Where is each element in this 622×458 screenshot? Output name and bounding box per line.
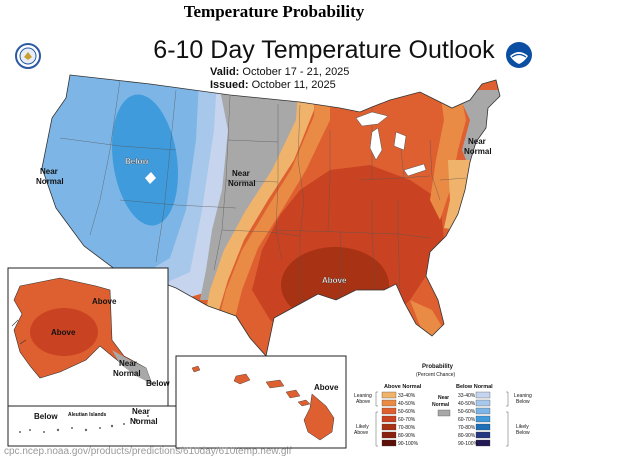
valid-value: October 17 - 21, 2025 [242, 66, 350, 78]
lake-michigan-icon [369, 127, 383, 161]
valid-label: Valid: [210, 66, 240, 78]
legend-leaning-below-1: Leaning [514, 393, 532, 399]
legend-below-swatch-6 [475, 439, 491, 447]
issued-value: October 11, 2025 [251, 79, 336, 91]
legend-likely-below-1: Likely [516, 424, 529, 430]
legend-title-1: Probability [422, 364, 454, 370]
legend-below-range-1: 40-50% [458, 401, 476, 407]
legend-above-range-0: 33-40% [398, 393, 416, 399]
legend-leaning-below-2: Below [516, 399, 530, 405]
legend-above-range-1: 40-50% [398, 401, 416, 407]
page-title: Temperature Probability [183, 2, 365, 21]
legend-above-range-6: 90-100% [398, 441, 419, 447]
legend-above-range-4: 70-80% [398, 425, 416, 431]
legend-below-swatch-5 [475, 431, 491, 439]
alaska-inset: Above Above Near Normal Below [7, 267, 170, 407]
legend-above-range-5: 80-90% [398, 433, 416, 439]
legend-near-swatch [437, 409, 451, 417]
legend-below-swatch-2 [475, 407, 491, 415]
label-near-normal-ne-1: Near [468, 137, 486, 146]
legend-below-swatch-4 [475, 423, 491, 431]
label-aleutian-islands: Aleutian Islands [68, 412, 107, 418]
label-aleutian-near-normal-2: Normal [130, 417, 158, 426]
legend-likely-above-2: Above [354, 430, 368, 436]
doc-seal-icon [15, 43, 41, 69]
legend-near-header-1: Near [438, 395, 449, 401]
lake-superior-icon [355, 111, 389, 127]
legend-below-header: Below Normal [456, 384, 493, 390]
legend-below-swatch-1 [475, 399, 491, 407]
label-near-normal-ne-2: Normal [464, 147, 492, 156]
legend-above-swatch-1 [381, 399, 397, 407]
legend-below-swatch-0 [475, 391, 491, 399]
legend-above-swatch-5 [381, 431, 397, 439]
legend-likely-above-1: Likely [356, 424, 369, 430]
conus-map [41, 74, 501, 357]
label-alaska-below: Below [146, 379, 170, 388]
label-alaska-near-normal-1: Near [119, 359, 137, 368]
issued-label: Issued: [210, 79, 249, 91]
label-hawaii-above: Above [314, 383, 339, 392]
label-alaska-above-1: Above [92, 297, 117, 306]
legend-below-range-4: 70-80% [458, 425, 476, 431]
aleutian-inset: Below Aleutian Islands Near Normal [7, 405, 177, 447]
label-near-normal-plains-1: Near [232, 169, 250, 178]
legend-below-range-6: 90-100% [458, 441, 479, 447]
footer-url: cpc.ncep.noaa.gov/products/predictions/6… [4, 446, 292, 457]
legend-near-header-2: Normal [432, 402, 450, 408]
legend-title-2: (Percent Chance) [416, 372, 456, 378]
legend-below-range-5: 80-90% [458, 433, 476, 439]
legend-below-range-3: 60-70% [458, 417, 476, 423]
legend-above-swatch-6 [381, 439, 397, 447]
legend-below-range-2: 50-60% [458, 409, 476, 415]
issued-date: Issued: October 11, 2025 [210, 79, 336, 91]
legend-above-swatch-2 [381, 407, 397, 415]
legend-below-bins: 33-40% 40-50% 50-60% 60-70% 70-80% 80-90% 90-1… [458, 391, 491, 447]
label-aleutian-near-normal-1: Near [132, 407, 150, 416]
legend-below-range-0: 33-40% [458, 393, 476, 399]
lake-erie-icon [403, 163, 427, 177]
probability-legend: Probability (Percent Chance) Above Norma… [354, 364, 532, 447]
legend-above-swatch-0 [381, 391, 397, 399]
map-title: 6-10 Day Temperature Outlook [153, 36, 495, 64]
legend-above-swatch-4 [381, 423, 397, 431]
legend-above-range-2: 50-60% [398, 409, 416, 415]
valid-dates: Valid: October 17 - 21, 2025 [210, 66, 349, 78]
legend-above-header: Above Normal [384, 384, 422, 390]
label-near-normal-west-2: Normal [36, 177, 64, 186]
hawaii-inset: Above [175, 355, 347, 449]
lake-huron-icon [393, 131, 407, 151]
legend-below-swatch-3 [475, 415, 491, 423]
label-below-west: Below [125, 157, 149, 166]
legend-above-range-3: 60-70% [398, 417, 416, 423]
legend-leaning-above-2: Above [356, 399, 370, 405]
label-above-south: Above [322, 276, 347, 285]
label-near-normal-plains-2: Normal [228, 179, 256, 188]
legend-above-bins: 33-40% 40-50% 50-60% 60-70% 70-80% 80-90% 90-1… [381, 391, 419, 447]
label-near-normal-west-1: Near [40, 167, 58, 176]
label-alaska-near-normal-2: Normal [113, 369, 141, 378]
label-alaska-above-2: Above [51, 328, 76, 337]
legend-above-swatch-3 [381, 415, 397, 423]
legend-likely-below-2: Below [516, 430, 530, 436]
label-aleutian-below: Below [34, 412, 58, 421]
legend-leaning-above-1: Leaning [354, 393, 372, 399]
noaa-logo-icon [506, 42, 532, 68]
